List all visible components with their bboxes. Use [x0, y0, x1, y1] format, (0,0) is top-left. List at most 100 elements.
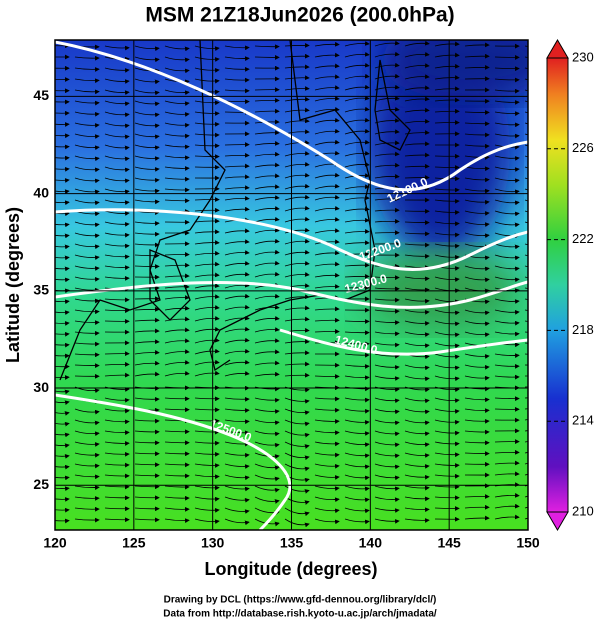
streamline: [254, 386, 280, 392]
streamline: [194, 67, 220, 73]
streamline: [74, 496, 100, 501]
streamline: [224, 66, 250, 72]
streamline: [194, 154, 220, 159]
streamline: [314, 250, 340, 256]
streamline: [314, 63, 340, 69]
streamline: [104, 177, 130, 184]
contour: [55, 393, 292, 530]
streamline: [494, 177, 520, 184]
streamline: [55, 88, 70, 94]
streamline: [314, 172, 340, 179]
streamline: [224, 474, 250, 481]
streamline: [494, 374, 520, 380]
streamline: [494, 492, 520, 498]
streamline: [344, 117, 370, 124]
streamline: [55, 454, 70, 459]
streamline: [314, 507, 340, 514]
streamline: [494, 396, 520, 402]
streamline: [254, 184, 280, 190]
streamline: [164, 89, 190, 96]
streamline: [134, 253, 160, 259]
streamline: [55, 99, 70, 105]
streamline: [464, 504, 490, 510]
streamline: [55, 122, 70, 127]
streamline: [434, 52, 460, 58]
streamline: [284, 272, 310, 278]
streamline: [104, 243, 130, 249]
streamline: [314, 317, 340, 323]
streamline: [404, 452, 430, 458]
streamline: [194, 111, 220, 116]
streamline: [284, 419, 310, 427]
streamline: [254, 44, 280, 50]
streamline: [524, 320, 528, 322]
streamline: [464, 53, 490, 59]
streamline: [494, 449, 520, 455]
streamline: [344, 229, 370, 234]
streamline: [194, 294, 220, 300]
colorbar-body: [546, 57, 569, 513]
streamline: [284, 408, 310, 416]
colorbar-tick-label: 210: [572, 503, 594, 518]
streamline: [254, 338, 280, 344]
grid: [55, 40, 528, 530]
contours: [55, 40, 528, 530]
streamline: [55, 497, 70, 502]
streamline: [434, 97, 460, 103]
footer-line: Data from http://database.rish.kyoto-u.a…: [163, 609, 437, 620]
streamline: [344, 507, 370, 514]
streamline: [464, 408, 490, 413]
streamline: [524, 408, 528, 410]
streamline: [74, 506, 100, 512]
colorbar-tick-label: 226: [572, 140, 594, 155]
y-axis-label: Latitude (degrees): [3, 207, 23, 363]
streamline: [55, 178, 70, 183]
streamline: [55, 277, 70, 283]
streamline: [524, 517, 528, 520]
streamline: [314, 329, 340, 334]
streamline: [134, 122, 160, 129]
streamline: [464, 440, 490, 446]
streamline: [224, 163, 250, 169]
streamline: [164, 462, 190, 468]
streamline: [224, 185, 250, 190]
streamline: [104, 275, 130, 281]
streamline: [74, 276, 100, 282]
streamline: [134, 231, 160, 237]
streamline: [524, 133, 528, 136]
streamline: [524, 144, 528, 147]
streamline: [104, 155, 130, 162]
streamline: [194, 451, 220, 457]
x-tick-label: 145: [437, 535, 461, 551]
streamline: [164, 45, 190, 52]
y-tick-label: 40: [33, 184, 49, 200]
streamline: [104, 188, 130, 195]
streamline: [344, 128, 370, 135]
streamline: [284, 227, 310, 234]
streamline: [134, 166, 160, 172]
streamline: [224, 56, 250, 61]
streamline: [434, 165, 460, 170]
streamline: [374, 218, 400, 224]
streamline: [494, 210, 520, 217]
streamline: [164, 349, 190, 355]
streamline: [344, 139, 370, 146]
streamline: [134, 429, 160, 435]
streamline: [104, 221, 130, 227]
streamline: [344, 397, 370, 403]
streamline: [284, 316, 310, 322]
streamline: [524, 506, 528, 509]
streamline: [134, 242, 160, 248]
streamline: [284, 118, 310, 124]
streamline: [55, 507, 70, 513]
streamline: [374, 308, 400, 314]
streamline: [104, 484, 130, 490]
streamline: [374, 51, 400, 58]
streamline: [374, 419, 400, 426]
streamline: [104, 297, 130, 303]
streamline: [55, 400, 70, 406]
streamline: [134, 506, 160, 512]
contour: [55, 208, 528, 271]
streamline: [524, 210, 528, 213]
streamline: [404, 141, 430, 147]
